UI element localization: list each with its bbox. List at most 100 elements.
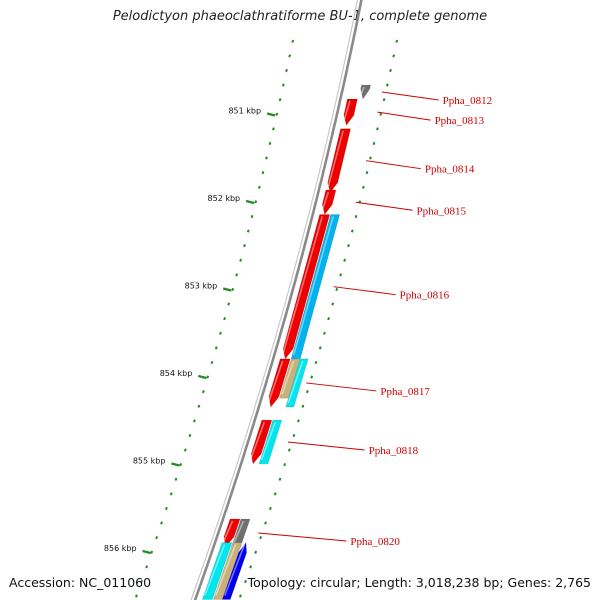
scale-label: 856 kbp xyxy=(104,544,137,553)
scale-dot-inner xyxy=(206,375,210,379)
scale-dot-outer xyxy=(305,390,309,394)
gene-label-leader xyxy=(333,286,396,296)
scale-dot-inner xyxy=(271,127,275,131)
scale-label: 852 kbp xyxy=(208,194,241,203)
scale-label: 853 kbp xyxy=(185,282,218,291)
scale-dot-inner xyxy=(261,171,265,175)
scale-label: 855 kbp xyxy=(133,457,166,466)
scale-dot-outer xyxy=(314,360,318,365)
scale-dot-outer xyxy=(310,375,314,379)
scale-dot-inner xyxy=(231,287,235,292)
genome-backbone xyxy=(193,0,363,600)
scale-tick-major xyxy=(222,287,232,292)
gene-label-leader xyxy=(377,111,431,121)
scale-label: 851 kbp xyxy=(228,107,261,116)
scale-dot-outer xyxy=(375,127,379,131)
scale-dot-outer xyxy=(244,579,247,584)
scale-dot-inner xyxy=(197,404,201,408)
scale-dot-inner xyxy=(188,433,192,438)
gene-feature xyxy=(360,84,371,100)
scale-dot-outer xyxy=(323,331,326,335)
scale-tick-major xyxy=(171,462,180,467)
gene-label: Ppha_0816 xyxy=(400,290,450,302)
gene-feature xyxy=(258,419,283,465)
gene-highlight xyxy=(233,520,245,544)
gene-highlight xyxy=(222,520,234,544)
gene-label-leader xyxy=(258,532,347,542)
scale-dot-outer xyxy=(269,506,272,511)
scale-dot-outer xyxy=(238,594,242,598)
scale-dot-inner xyxy=(223,317,227,321)
scale-dot-inner xyxy=(219,331,222,335)
gene-feature xyxy=(268,358,291,408)
gene-highlight xyxy=(343,100,351,122)
scale-dot-outer xyxy=(273,492,277,496)
scale-dot-inner xyxy=(193,419,196,423)
scale-dot-outer xyxy=(278,477,282,481)
scale-dot-outer xyxy=(379,112,383,116)
scale-dot-inner xyxy=(257,185,261,189)
scale-dot-outer xyxy=(347,244,350,248)
gene-highlight xyxy=(224,544,246,596)
scale-dot-inner xyxy=(278,98,282,102)
scale-dot-outer xyxy=(392,54,396,58)
gene-highlight xyxy=(321,191,330,211)
gene-highlight xyxy=(215,544,237,596)
gene-feature xyxy=(327,128,351,194)
scale-dot-inner xyxy=(183,448,187,452)
scale-dot-inner xyxy=(165,506,168,511)
scale-tick-major xyxy=(266,112,276,117)
scale-dot-inner xyxy=(243,244,246,248)
gene-feature xyxy=(223,518,241,548)
scale-dot-inner xyxy=(160,521,163,525)
gene-label-leader xyxy=(355,201,413,211)
gene-highlight xyxy=(360,86,365,96)
scale-dot-inner xyxy=(169,492,173,496)
scale-tick-major xyxy=(142,549,151,555)
scale-dot-inner xyxy=(201,390,205,394)
scale-dot-inner xyxy=(250,214,254,219)
gene-highlight xyxy=(249,421,266,461)
gene-feature xyxy=(250,419,273,465)
scale-dot-outer xyxy=(365,171,369,175)
gene-label: Ppha_0813 xyxy=(435,115,485,127)
scale-tick-major xyxy=(245,199,255,205)
scale-dot-inner xyxy=(145,565,149,569)
scale-dot-inner xyxy=(265,156,268,160)
accession-text: Accession: NC_011060 xyxy=(9,575,152,590)
scale-dot-outer xyxy=(389,68,392,73)
scale-dot-outer xyxy=(327,317,331,321)
scale-dot-outer xyxy=(249,565,253,569)
gene-label: Ppha_0815 xyxy=(417,205,467,217)
scale-dot-outer xyxy=(361,185,365,189)
scale-dot-inner xyxy=(174,477,178,481)
scale-dot-inner xyxy=(288,54,292,58)
gene-feature xyxy=(343,98,358,126)
scale-dot-inner xyxy=(239,258,243,262)
scale-dot-outer xyxy=(350,229,354,233)
gene-label-leader xyxy=(365,160,421,170)
gene-highlight xyxy=(260,421,277,461)
scale-dot-inner xyxy=(254,200,258,204)
gene-label: Ppha_0814 xyxy=(425,164,475,176)
gene-feature xyxy=(285,358,309,408)
gene-highlight xyxy=(281,360,295,395)
scale-dot-inner xyxy=(155,536,159,540)
scale-dot-inner xyxy=(291,39,295,43)
scale-dot-outer xyxy=(331,302,335,306)
genome-title: Pelodictyon phaeoclathratiforme BU-1, co… xyxy=(112,9,488,24)
gene-highlight xyxy=(267,360,284,404)
gene-label-leader xyxy=(381,91,439,101)
gene-highlight xyxy=(204,544,226,596)
scale-dot-outer xyxy=(369,156,372,160)
gene-label: Ppha_0820 xyxy=(350,536,400,548)
scale-dot-inner xyxy=(285,68,288,73)
gene-label: Ppha_0818 xyxy=(369,445,419,457)
gene-label: Ppha_0812 xyxy=(443,95,493,107)
scale-label: 854 kbp xyxy=(160,369,193,378)
scale-dot-outer xyxy=(335,287,339,292)
scale-dot-inner xyxy=(227,302,231,306)
scale-dot-inner xyxy=(179,463,183,467)
